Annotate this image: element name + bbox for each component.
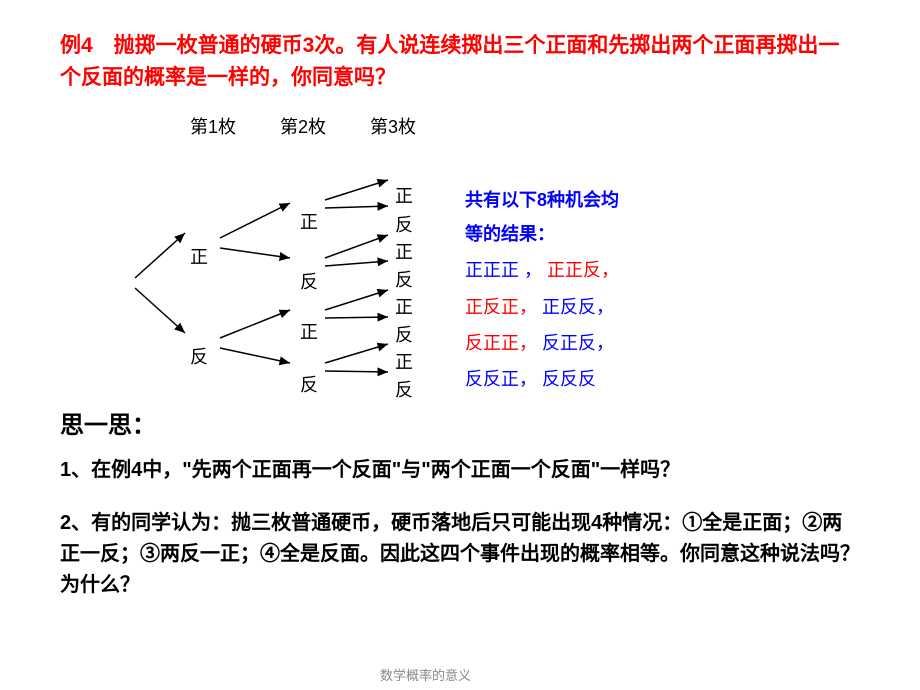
result-line-2: 正反正， 正反反， [465, 290, 619, 324]
think-title: 思一思： [60, 405, 860, 440]
tree-level3-1: 正 [395, 182, 413, 208]
tree-level3-3: 正 [395, 238, 413, 264]
result-line-4: 反反正， 反反反 [465, 362, 619, 396]
think-section: 思一思： 1、在例4中，"先两个正面再一个反面"与"两个正面一个反面"一样吗？ … [0, 405, 920, 601]
result-line-1: 正正正 ， 正正反， [465, 253, 619, 287]
result-2-2: 正反反， [542, 297, 614, 317]
tree-diagram-area: 第1枚 第2枚 第3枚 正 反 正 反 正 反 正 反 正 反 正 反 正 反 … [0, 113, 920, 403]
watermark-text: 数学概率的意义 [380, 665, 471, 684]
tree-level2-2: 反 [300, 268, 318, 294]
col-header-1: 第1枚 [190, 113, 260, 139]
tree-level2-1: 正 [300, 208, 318, 234]
tree-level1-fan: 反 [190, 343, 208, 369]
results-header-2: 等的结果： [465, 217, 619, 251]
tree-level3-2: 反 [395, 211, 413, 237]
result-4-2: 反反反 [542, 369, 596, 389]
tree-level2-4: 反 [300, 371, 318, 397]
example-title: 例4 抛掷一枚普通的硬币3次。有人说连续掷出三个正面和先掷出两个正面再掷出一个反… [0, 0, 920, 93]
tree-level3-4: 反 [395, 266, 413, 292]
result-4-1: 反反正， [465, 369, 537, 389]
question-1: 1、在例4中，"先两个正面再一个反面"与"两个正面一个反面"一样吗？ [60, 455, 860, 486]
tree-level3-8: 反 [395, 376, 413, 402]
result-3-1: 反正正， [465, 333, 537, 353]
results-header-1: 共有以下8种机会均 [465, 183, 619, 217]
result-2-1: 正反正， [465, 297, 537, 317]
tree-level2-3: 正 [300, 318, 318, 344]
result-3-2: 反正反， [542, 333, 614, 353]
tree-level1-zheng: 正 [190, 243, 208, 269]
tree-level3-7: 正 [395, 348, 413, 374]
results-area: 共有以下8种机会均 等的结果： 正正正 ， 正正反， 正反正， 正反反， 反正正… [465, 183, 619, 396]
col-header-3: 第3枚 [370, 113, 440, 139]
tree-level3-6: 反 [395, 321, 413, 347]
tree-level3-5: 正 [395, 293, 413, 319]
question-2: 2、有的同学认为：抛三枚普通硬币，硬币落地后只可能出现4种情况：①全是正面；②两… [60, 508, 860, 601]
column-headers: 第1枚 第2枚 第3枚 [190, 113, 460, 139]
col-header-2: 第2枚 [280, 113, 350, 139]
result-1-1: 正正正 ， [465, 260, 542, 280]
tree-diagram-svg [115, 138, 415, 408]
result-1-2: 正正反， [547, 260, 619, 280]
result-line-3: 反正正， 反正反， [465, 326, 619, 360]
